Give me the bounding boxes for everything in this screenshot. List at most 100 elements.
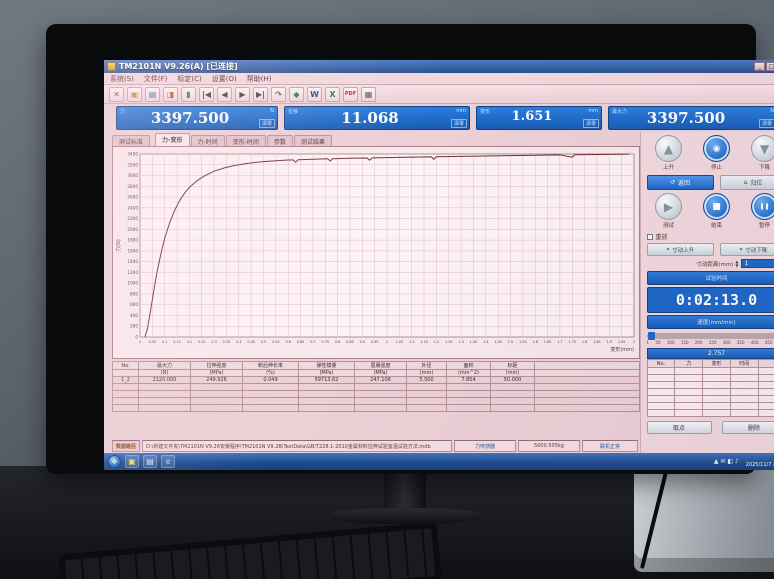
results-units-row: (N) (MPa) (%) (MPa) (MPa) (mm) (mm^2) (mm): [112, 369, 640, 377]
svg-text:3400: 3400: [127, 152, 138, 157]
results-table-wrap: No. 最大力 拉伸强度 断后伸长率 弹性模量 屈服强度 外径 面积 标距 (N) (MPa) (%)…: [112, 361, 640, 412]
point-table[interactable]: No. 力变形 时间: [646, 359, 774, 417]
point-table-row: [646, 381, 774, 389]
up-arrow-label: 上升: [662, 165, 674, 171]
menu-item-3[interactable]: 设置(O): [211, 74, 237, 83]
jog-up-icon: ✦: [665, 246, 671, 253]
force-label: 力: [120, 109, 126, 115]
svg-text:400: 400: [130, 313, 138, 318]
excel-icon[interactable]: X: [325, 86, 340, 102]
menu-item-4[interactable]: 帮助(H): [246, 74, 272, 83]
replay-checkbox[interactable]: [646, 233, 653, 240]
taskbar-app-icon[interactable]: ▤: [143, 455, 157, 468]
table-row-empty: [112, 397, 640, 405]
svg-text:1600: 1600: [127, 248, 138, 253]
menu-item-2[interactable]: 标定(C): [177, 74, 202, 83]
tab-3[interactable]: 变形-时间: [225, 135, 266, 146]
play-icon[interactable]: ▶: [655, 193, 682, 220]
tab-5[interactable]: 测试结果: [293, 135, 332, 146]
svg-text:0.65: 0.65: [297, 340, 305, 344]
speed-slider-thumb[interactable]: [647, 332, 655, 340]
displacement-unit: mm: [456, 108, 466, 114]
tray-icons[interactable]: ▲ ✉ ◧ ♪: [714, 458, 739, 465]
tab-4[interactable]: 参数: [266, 135, 293, 146]
delete-point-button[interactable]: 删除: [721, 421, 774, 434]
tab-0[interactable]: 测试标准: [112, 135, 151, 146]
tray-icon[interactable]: ◧: [727, 458, 735, 465]
displacement-zero-button[interactable]: 清零: [450, 119, 467, 128]
max-force-zero-button[interactable]: 清零: [758, 119, 774, 128]
cut-icon[interactable]: ✕: [109, 86, 124, 102]
open-folder-icon[interactable]: ▣: [127, 86, 142, 102]
speed-scale-tick: 400: [750, 340, 759, 345]
speed-scale-tick: 450: [764, 340, 773, 345]
spinner-arrows-icon[interactable]: ▲ ▼: [735, 258, 739, 268]
svg-text:2400: 2400: [127, 205, 138, 210]
max-force-unit: N: [770, 108, 774, 114]
next-record-icon[interactable]: ▶: [235, 86, 250, 102]
monitor-stand-base: [326, 508, 484, 524]
minimize-button[interactable]: _: [754, 62, 765, 71]
maximize-button[interactable]: □: [766, 62, 774, 71]
report-icon[interactable]: ◆: [289, 86, 304, 102]
svg-text:1.9: 1.9: [607, 340, 612, 344]
svg-text:2: 2: [633, 340, 635, 344]
word-icon[interactable]: W: [307, 86, 322, 102]
save-icon[interactable]: ▤: [145, 86, 160, 102]
results-table[interactable]: No. 最大力 拉伸强度 断后伸长率 弹性模量 屈服强度 外径 面积 标距 (N) (MPa) (%)…: [112, 361, 640, 412]
curve-icon[interactable]: ↷: [271, 86, 286, 102]
tray-icon[interactable]: ✉: [720, 458, 728, 465]
tab-1[interactable]: 力-变形: [155, 133, 190, 146]
svg-text:0.55: 0.55: [272, 340, 280, 344]
monitor-stand-neck: [384, 472, 426, 512]
speed-slider-track[interactable]: [646, 332, 774, 340]
status-path-label: 数据路径: [112, 440, 141, 452]
live-displays: 力 N 3397.500 清零 位移 mm 11.068 清零 变形 mm 1.…: [104, 104, 774, 132]
status-online: 联机正常: [582, 440, 638, 452]
force-zero-button[interactable]: 清零: [258, 119, 275, 128]
deformation-value: 1.651: [511, 109, 553, 124]
svg-text:1.1: 1.1: [409, 340, 414, 344]
stop-icon[interactable]: ◉: [703, 135, 730, 162]
print-icon[interactable]: ▦: [361, 86, 376, 102]
delete-icon[interactable]: ▮: [181, 86, 196, 102]
taskbar-ie-icon[interactable]: e: [161, 455, 175, 468]
svg-text:1400: 1400: [127, 259, 138, 264]
taskbar-folder-icon[interactable]: ▣: [125, 455, 139, 468]
svg-text:0.3: 0.3: [211, 340, 216, 344]
export-icon[interactable]: ◨: [163, 86, 178, 102]
menu-item-0[interactable]: 系统(S): [110, 74, 134, 83]
pick-point-button[interactable]: 取点: [646, 421, 712, 434]
force-display: 力 N 3397.500 清零: [116, 106, 278, 130]
svg-text:1.4: 1.4: [483, 340, 488, 344]
svg-text:0.6: 0.6: [285, 340, 290, 344]
pause-icon[interactable]: ❚❚: [751, 193, 774, 220]
chart-pane: 测试标准 力-变形 力-时间 变形-时间 参数 测试结果 0 200 400 600 800 100…: [104, 132, 640, 453]
pdf-icon[interactable]: PDF: [343, 86, 358, 102]
start-button[interactable]: ❖: [108, 455, 121, 468]
tray-icon[interactable]: ▲: [713, 458, 721, 465]
prev-record-icon[interactable]: ◀: [217, 86, 232, 102]
first-record-icon[interactable]: |◀: [199, 86, 214, 102]
svg-text:变形(mm): 变形(mm): [610, 346, 634, 353]
test-time-value: 0:02:13.0: [646, 287, 774, 313]
deformation-zero-button[interactable]: 清零: [582, 119, 599, 128]
svg-text:200: 200: [130, 324, 138, 329]
test-time-label: 试验时间: [646, 271, 774, 285]
menu-item-1[interactable]: 文件(F): [143, 74, 168, 83]
table-row: 1_2 2120.000 249.926 0.049 59713.62 247.106 5.…: [112, 376, 640, 384]
speed-slider[interactable]: 150100150200250300350400450500: [646, 332, 774, 345]
results-header-row: No. 最大力 拉伸强度 断后伸长率 弹性模量 屈服强度 外径 面积 标距: [112, 361, 640, 370]
up-arrow-icon[interactable]: ▲: [655, 135, 682, 162]
taskbar-clock[interactable]: 13:57 2025/11/7 星期五: [745, 456, 774, 468]
down-arrow-icon[interactable]: ▼: [751, 135, 774, 162]
inch-distance-input[interactable]: 1: [740, 259, 774, 268]
tab-2[interactable]: 力-时间: [190, 135, 225, 146]
last-record-icon[interactable]: ▶|: [253, 86, 268, 102]
mid-button-label: 归位: [750, 180, 763, 187]
svg-text:2000: 2000: [127, 227, 138, 232]
windows-taskbar: ❖ ▣ ▤ e ▲ ✉ ◧ ♪ 13:57 2025/11/7 星期五: [104, 453, 774, 470]
tray-icon[interactable]: ♪: [734, 458, 739, 465]
end-icon[interactable]: ■: [703, 193, 730, 220]
menu-bar: 系统(S) 文件(F) 标定(C) 设置(O) 帮助(H): [104, 73, 774, 85]
